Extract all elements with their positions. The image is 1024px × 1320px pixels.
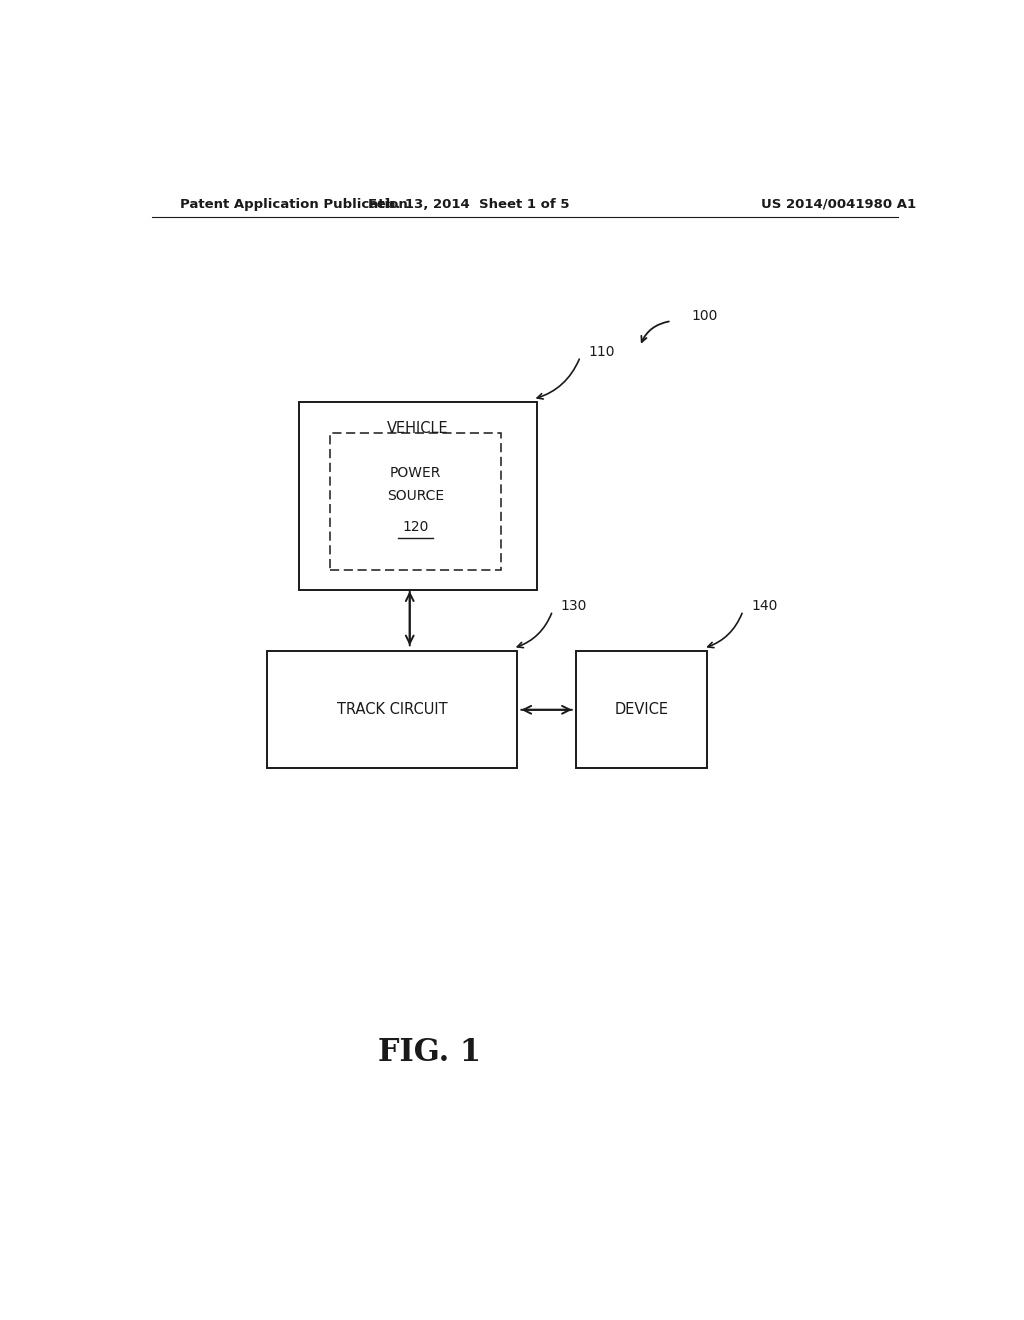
Text: US 2014/0041980 A1: US 2014/0041980 A1 [761, 198, 915, 211]
Text: 140: 140 [751, 598, 777, 612]
Text: 110: 110 [588, 345, 614, 359]
Text: Patent Application Publication: Patent Application Publication [179, 198, 408, 211]
Text: VEHICLE: VEHICLE [387, 421, 449, 436]
Bar [267, 651, 517, 768]
Text: SOURCE: SOURCE [387, 490, 444, 503]
Text: Feb. 13, 2014  Sheet 1 of 5: Feb. 13, 2014 Sheet 1 of 5 [369, 198, 570, 211]
Text: 120: 120 [402, 520, 429, 533]
Text: DEVICE: DEVICE [614, 702, 669, 717]
Text: FIG. 1: FIG. 1 [378, 1038, 481, 1068]
Text: 130: 130 [560, 598, 587, 612]
Bar [331, 433, 501, 570]
Bar [299, 403, 537, 590]
Text: POWER: POWER [390, 466, 441, 480]
Text: 100: 100 [691, 309, 718, 323]
Text: TRACK CIRCUIT: TRACK CIRCUIT [337, 702, 447, 717]
Bar [577, 651, 708, 768]
